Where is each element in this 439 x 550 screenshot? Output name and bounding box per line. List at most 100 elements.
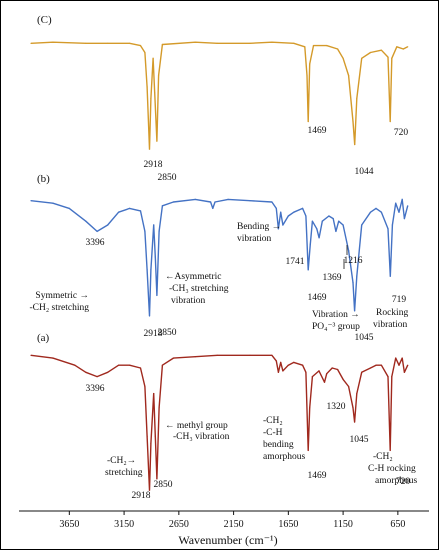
series-0-point-40 xyxy=(407,46,409,48)
series-1-point-53 xyxy=(387,228,389,230)
series-1-point-14 xyxy=(154,256,156,258)
series-2-point-38 xyxy=(337,368,339,371)
series-0-point-17 xyxy=(249,42,251,44)
series-2-point-48 xyxy=(387,376,389,378)
series-2-point-29 xyxy=(302,364,304,366)
series-1-point-21 xyxy=(212,207,214,209)
series-1-point-59 xyxy=(403,218,405,220)
series-1-point-52 xyxy=(380,211,382,213)
series-2-point-10 xyxy=(146,435,148,437)
series-2-point-43 xyxy=(356,393,358,395)
series-1-point-38 xyxy=(318,237,320,239)
series-1-point-49 xyxy=(361,224,363,226)
series-2-point-50 xyxy=(391,376,393,378)
annotation-1: 2850 xyxy=(158,173,177,183)
series-0-point-22 xyxy=(307,120,309,123)
series-0-point-14 xyxy=(161,43,163,46)
series-0-point-7 xyxy=(146,86,148,88)
annotation-35: stretching xyxy=(105,468,143,478)
series-1-point-28 xyxy=(280,211,282,213)
series-2-point-24 xyxy=(277,371,279,373)
series-0-point-11 xyxy=(154,92,156,94)
series-0-point-38 xyxy=(396,46,398,48)
annotation-26: 2918 xyxy=(132,491,151,501)
annotation-38: bending xyxy=(263,440,294,450)
series-1-point-35 xyxy=(309,243,311,245)
annotation-4: 720 xyxy=(394,128,409,138)
annotation-37: -C-H xyxy=(263,428,283,438)
series-2-point-46 xyxy=(375,364,377,366)
series-1-point-1 xyxy=(52,202,54,204)
series-0-point-13 xyxy=(158,74,160,77)
annotation-30: 1045 xyxy=(350,435,369,445)
series-0-point-16 xyxy=(216,42,218,44)
series-1-point-46 xyxy=(352,282,354,284)
series-1-point-31 xyxy=(293,211,295,213)
series-1-point-56 xyxy=(395,202,397,204)
series-1-point-51 xyxy=(375,207,377,209)
annotation-7: 2850 xyxy=(158,328,177,338)
series-0-point-35 xyxy=(387,56,389,58)
series-2-point-35 xyxy=(323,381,326,383)
annotation-42: amorphous xyxy=(375,476,418,486)
series-2-point-34 xyxy=(318,370,320,372)
series-2-point-30 xyxy=(305,371,307,373)
series-2-point-8 xyxy=(139,367,142,369)
x-axis-label: Wavenumber (cm⁻¹) xyxy=(178,533,277,547)
annotation-33: -CH₃ vibration xyxy=(173,432,230,442)
series-2-point-16 xyxy=(158,407,160,409)
series-2-point-12 xyxy=(150,442,152,444)
series-0-point-18 xyxy=(271,41,273,43)
series-2-point-13 xyxy=(153,393,155,395)
series-1-point-60 xyxy=(407,205,409,207)
series-2-point-55 xyxy=(407,364,409,366)
series-1-point-3 xyxy=(85,220,87,222)
annotation-6: 2918 xyxy=(144,329,163,339)
series-1-point-17 xyxy=(161,205,163,207)
series-2-point-37 xyxy=(331,367,333,369)
series-2-point-19 xyxy=(194,356,196,358)
annotation-2: 1469 xyxy=(308,126,327,136)
annotation-34: -CH₂→ xyxy=(107,456,136,466)
series-2-point-40 xyxy=(348,385,350,388)
series-2-point-44 xyxy=(361,371,363,373)
series-1-point-24 xyxy=(249,200,251,202)
series-2-point-53 xyxy=(401,357,403,359)
series-0-point-8 xyxy=(148,148,151,150)
series-1-point-16 xyxy=(158,230,160,232)
series-0-point-25 xyxy=(326,45,328,47)
series-2-point-17 xyxy=(161,364,163,366)
series-1-point-7 xyxy=(129,207,131,209)
series-1-point-58 xyxy=(401,198,403,200)
series-2-point-31 xyxy=(307,449,309,451)
series-1-point-9 xyxy=(144,230,146,232)
annotation-20: vibration xyxy=(237,234,272,244)
series-1-point-50 xyxy=(369,211,372,213)
series-1-point-54 xyxy=(389,275,391,277)
series-1-point-11 xyxy=(148,315,151,317)
series-2-point-47 xyxy=(380,364,382,366)
series-2-point-18 xyxy=(172,357,174,359)
series-0-point-34 xyxy=(380,49,382,51)
series-1-point-27 xyxy=(277,228,279,230)
series-2-point-15 xyxy=(156,478,158,480)
series-1-point-12 xyxy=(150,269,152,271)
panel-label-2: (a) xyxy=(37,332,50,344)
series-2-point-32 xyxy=(309,407,311,409)
series-0-point-37 xyxy=(391,57,393,59)
annotation-17: -CH₃ stretching xyxy=(169,284,229,294)
series-0-point-6 xyxy=(144,51,146,54)
annotation-10: 1369 xyxy=(323,273,342,283)
annotation-32: ← methyl group xyxy=(165,421,228,431)
series-1-point-32 xyxy=(302,207,304,209)
annotation-11: 1216 xyxy=(344,256,363,266)
series-1-point-19 xyxy=(194,198,196,200)
series-1-point-48 xyxy=(356,275,358,277)
series-0-point-4 xyxy=(129,42,131,44)
series-0-point-10 xyxy=(152,57,154,59)
series-1-point-8 xyxy=(139,210,142,212)
series-2-point-27 xyxy=(287,364,289,366)
series-1-point-39 xyxy=(321,220,323,222)
series-0-point-15 xyxy=(194,41,196,43)
series-1-point-30 xyxy=(287,215,289,217)
